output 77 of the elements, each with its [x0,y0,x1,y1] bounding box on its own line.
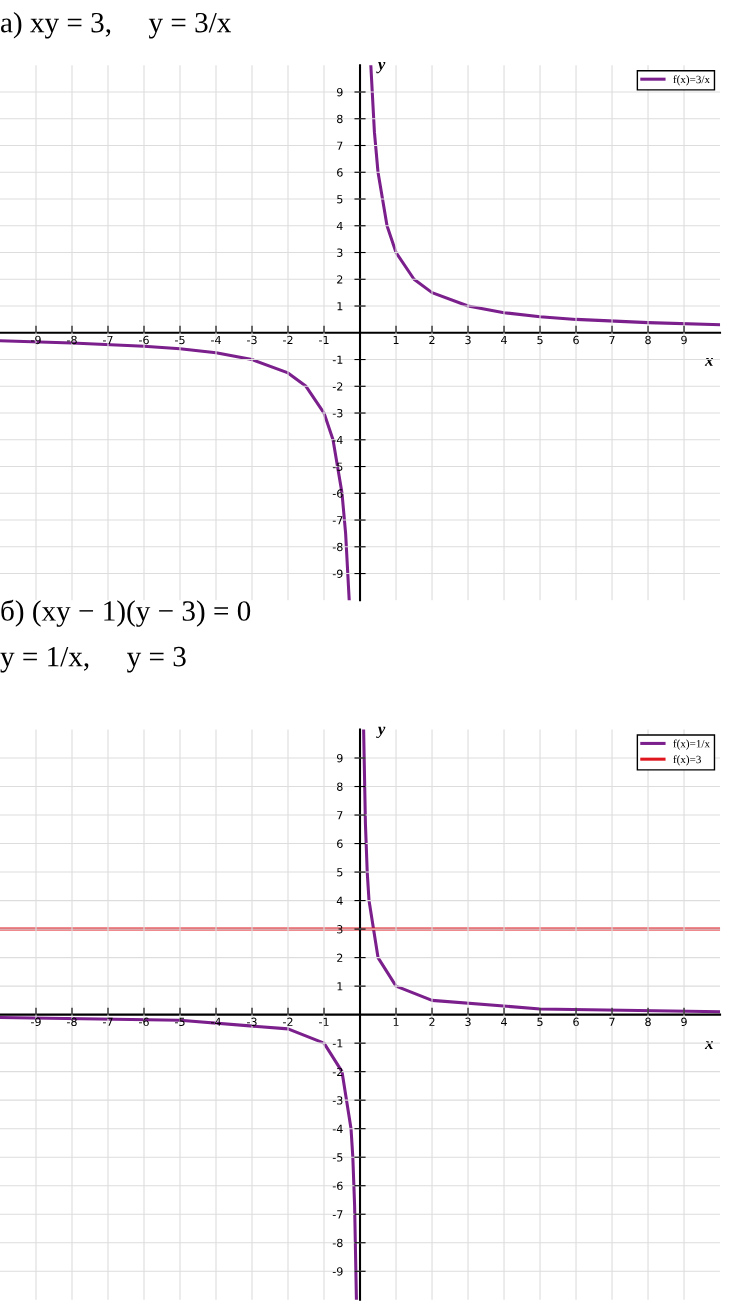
y-tick-label: 6 [337,839,343,848]
x-tick-label: 9 [681,1017,687,1027]
y-tick-label: 7 [337,141,343,150]
x-tick-label: 1 [393,1017,399,1026]
x-tick-label: 4 [501,335,507,344]
y-tick-label: 8 [337,782,343,791]
y-tick-label: -9 [332,1267,343,1276]
x-tick-label: -9 [31,1017,41,1027]
x-tick-label: -1 [319,1017,329,1026]
y-tick-label: -5 [332,462,343,471]
x-tick-label: 6 [573,1017,579,1027]
x-tick-label: 8 [645,335,651,345]
y-tick-label: -3 [332,409,343,418]
x-tick-label: -7 [103,1017,113,1026]
y-tick-label: 4 [336,221,343,230]
y-axis-title: y [376,62,386,74]
y-tick-label: 4 [336,896,343,905]
x-tick-label: -4 [211,1017,221,1026]
y-tick-label: -8 [332,542,343,552]
x-tick-label: 7 [609,335,615,344]
y-tick-label: 5 [337,868,343,877]
y-tick-label: 1 [337,302,343,311]
x-tick-label: -2 [283,1017,293,1026]
legend-label: f(x)=3/x [673,75,710,86]
y-tick-label: -9 [332,569,343,578]
chart-title: б) (xy − 1)(y − 3) = 0 [1,599,251,627]
y-tick-label: -2 [332,1067,343,1076]
y-tick-label: 2 [337,275,343,284]
x-tick-label: 2 [429,1017,435,1026]
chart-subtitle: y = 1/x, y = 3 [0,646,186,673]
x-tick-label: 2 [429,335,435,344]
x-tick-label: 9 [681,335,687,345]
legend-label: f(x)=3 [673,755,701,766]
x-tick-label: -2 [283,335,293,344]
chart-title: а) xy = 3, y = 3/x [1,11,232,39]
y-tick-label: 6 [337,168,343,177]
x-tick-label: 7 [609,1017,615,1026]
legend-label: f(x)=1/x [673,739,710,750]
x-axis-title: x [704,1041,713,1050]
y-tick-label: -5 [332,1153,343,1162]
x-tick-label: 6 [573,335,579,345]
y-tick-label: -1 [332,355,343,364]
y-tick-label: 5 [337,195,343,204]
x-tick-label: 3 [465,1017,471,1027]
y-tick-label: -8 [332,1238,343,1248]
x-tick-label: -1 [319,335,329,344]
y-tick-label: 1 [337,982,343,991]
x-tick-label: 8 [645,1017,651,1027]
x-tick-label: -6 [139,335,149,345]
y-tick-label: -4 [332,1124,343,1133]
x-tick-label: -3 [247,1017,257,1027]
x-tick-label: -7 [103,335,113,344]
x-tick-label: 3 [465,335,471,345]
y-tick-label: 9 [336,753,343,763]
x-tick-label: -5 [175,335,185,345]
y-tick-label: -6 [332,489,343,498]
y-tick-label: -7 [332,516,343,525]
y-tick-label: -7 [332,1210,343,1219]
y-tick-label: -1 [332,1039,343,1048]
x-tick-label: 1 [393,335,399,344]
y-tick-label: -6 [332,1181,343,1191]
x-tick-label: -4 [211,335,221,344]
y-tick-label: 9 [336,87,343,97]
y-tick-label: -2 [332,382,343,391]
y-tick-label: 7 [337,811,343,820]
y-tick-label: 8 [337,114,343,124]
y-tick-label: -3 [332,1096,343,1105]
y-tick-label: 3 [337,248,343,257]
y-tick-label: -4 [332,435,343,445]
x-tick-label: -3 [247,335,257,345]
x-tick-label: 5 [537,1017,543,1027]
x-tick-label: 4 [501,1017,507,1026]
x-tick-label: -8 [67,1017,77,1027]
x-tick-label: 5 [537,335,543,345]
y-tick-label: 2 [337,953,343,962]
y-tick-label: 3 [337,925,343,934]
y-axis-title: y [376,726,386,739]
